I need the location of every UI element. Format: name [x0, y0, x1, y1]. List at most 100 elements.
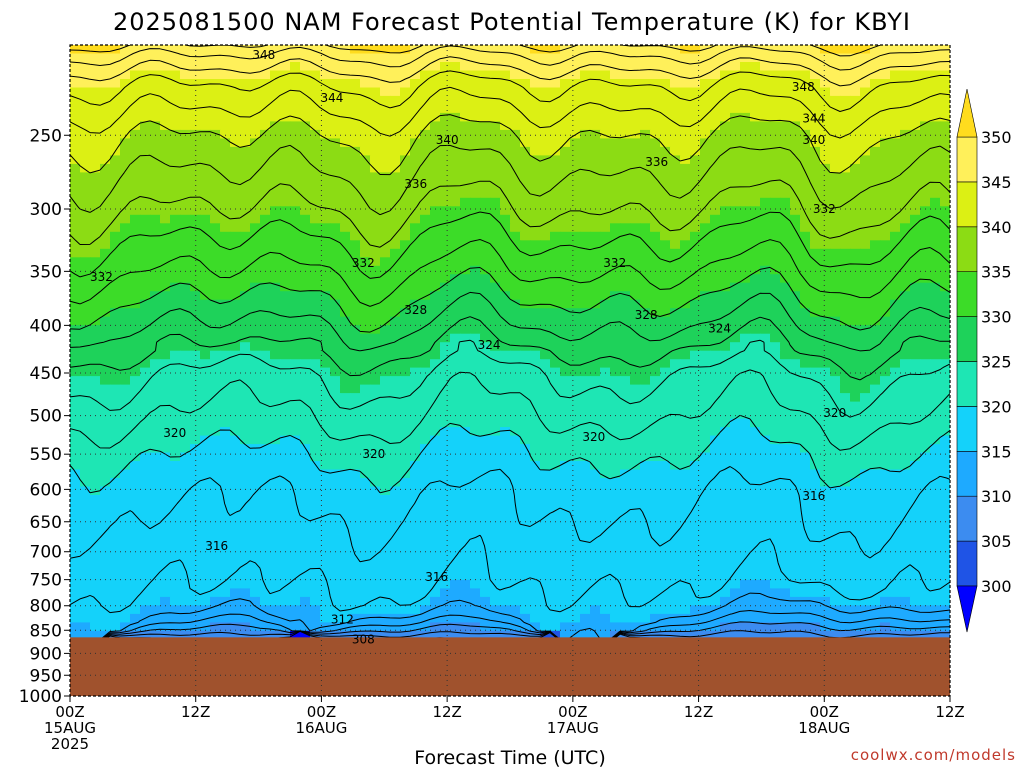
theta-cell — [240, 393, 251, 403]
theta-cell — [310, 435, 321, 445]
theta-cell — [360, 512, 371, 522]
theta-cell — [560, 291, 571, 301]
theta-cell — [100, 503, 111, 513]
theta-cell — [630, 45, 641, 55]
theta-cell — [70, 376, 81, 386]
theta-cell — [400, 461, 411, 471]
theta-cell — [300, 282, 311, 292]
theta-cell — [440, 359, 451, 369]
theta-cell — [490, 62, 501, 72]
theta-cell — [820, 401, 831, 411]
theta-cell — [300, 486, 311, 496]
theta-cell — [450, 401, 461, 411]
theta-cell — [790, 223, 801, 233]
theta-cell — [340, 325, 351, 335]
theta-cell — [70, 461, 81, 471]
theta-cell — [250, 79, 261, 89]
theta-cell — [550, 486, 561, 496]
theta-cell — [680, 70, 691, 80]
theta-cell — [470, 121, 481, 131]
theta-cell — [460, 520, 471, 530]
theta-cell — [880, 45, 891, 55]
theta-cell — [350, 223, 361, 233]
theta-cell — [100, 274, 111, 284]
theta-cell — [210, 240, 221, 250]
theta-cell — [410, 427, 421, 437]
theta-cell — [200, 376, 211, 386]
theta-cell — [930, 129, 941, 139]
theta-cell — [340, 512, 351, 522]
theta-cell — [350, 418, 361, 428]
theta-cell — [390, 299, 401, 309]
theta-cell — [550, 248, 561, 258]
theta-cell — [850, 112, 861, 122]
theta-cell — [610, 197, 621, 207]
theta-cell — [280, 104, 291, 114]
theta-cell — [190, 248, 201, 258]
theta-cell — [390, 155, 401, 165]
theta-cell — [920, 62, 931, 72]
theta-cell — [610, 444, 621, 454]
theta-cell — [870, 45, 881, 55]
theta-cell — [140, 121, 151, 131]
theta-cell — [600, 503, 611, 513]
theta-cell — [110, 393, 121, 403]
theta-cell — [190, 189, 201, 199]
theta-cell — [310, 342, 321, 352]
theta-cell — [860, 282, 871, 292]
theta-cell — [400, 333, 411, 343]
theta-cell — [90, 206, 101, 216]
theta-cell — [710, 45, 721, 55]
theta-cell — [380, 62, 391, 72]
theta-cell — [520, 316, 531, 326]
theta-cell — [210, 350, 221, 360]
theta-cell — [570, 282, 581, 292]
theta-cell — [500, 62, 511, 72]
theta-cell — [260, 240, 271, 250]
theta-cell — [920, 138, 931, 148]
theta-cell — [410, 503, 421, 513]
theta-cell — [580, 495, 591, 505]
theta-cell — [740, 248, 751, 258]
theta-cell — [930, 240, 941, 250]
theta-cell — [810, 444, 821, 454]
theta-cell — [250, 274, 261, 284]
theta-cell — [640, 367, 651, 377]
theta-cell — [830, 265, 841, 275]
theta-cell — [450, 359, 461, 369]
theta-cell — [730, 53, 741, 63]
theta-cell — [100, 70, 111, 80]
theta-cell — [860, 53, 871, 63]
theta-cell — [590, 520, 601, 530]
theta-cell — [680, 512, 691, 522]
theta-cell — [240, 223, 251, 233]
theta-cell — [490, 231, 501, 241]
theta-cell — [510, 393, 521, 403]
theta-cell — [930, 435, 941, 445]
theta-cell — [430, 359, 441, 369]
theta-cell — [510, 333, 521, 343]
theta-cell — [380, 248, 391, 258]
theta-cell — [70, 469, 81, 479]
theta-cell — [630, 206, 641, 216]
theta-cell — [220, 95, 231, 105]
theta-cell — [100, 333, 111, 343]
theta-cell — [650, 333, 661, 343]
theta-cell — [450, 197, 461, 207]
theta-cell — [520, 45, 531, 55]
theta-cell — [440, 223, 451, 233]
theta-cell — [600, 155, 611, 165]
theta-cell — [790, 112, 801, 122]
theta-cell — [890, 486, 901, 496]
theta-cell — [390, 121, 401, 131]
theta-cell — [530, 444, 541, 454]
theta-cell — [450, 478, 461, 488]
theta-cell — [480, 410, 491, 420]
theta-cell — [240, 87, 251, 97]
theta-cell — [400, 155, 411, 165]
theta-cell — [270, 469, 281, 479]
theta-cell — [110, 316, 121, 326]
theta-cell — [780, 316, 791, 326]
theta-cell — [200, 248, 211, 258]
theta-cell — [750, 79, 761, 89]
